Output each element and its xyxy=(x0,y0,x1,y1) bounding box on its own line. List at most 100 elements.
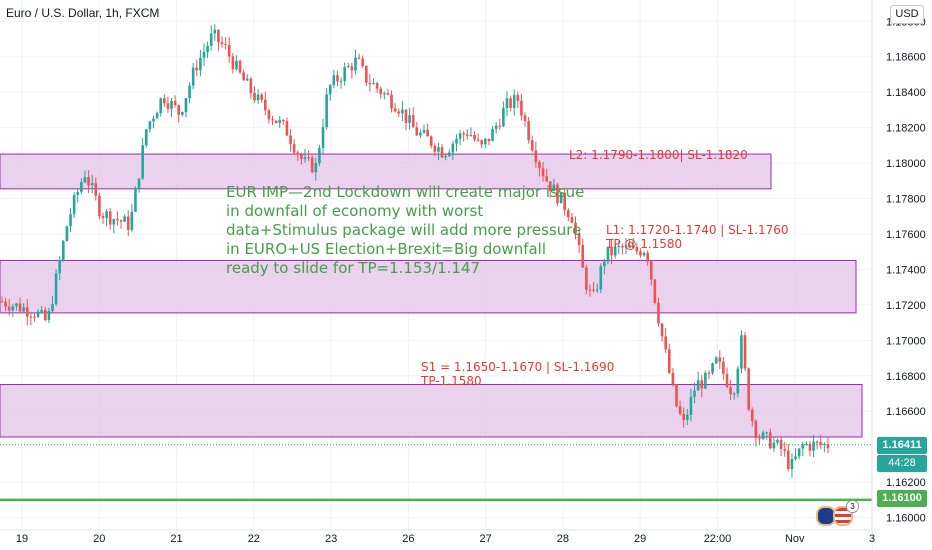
zones-layer xyxy=(0,153,863,438)
candle-body xyxy=(231,56,235,70)
candle-body xyxy=(502,108,505,127)
candle-body xyxy=(401,109,404,114)
candle-body xyxy=(195,67,199,71)
candle-body xyxy=(693,390,696,397)
events-badge[interactable]: 3 xyxy=(816,500,859,526)
candle-body xyxy=(566,210,570,218)
s1-tp-label: TP-1.1580 xyxy=(421,374,482,388)
candle-body xyxy=(761,432,765,440)
candle-body xyxy=(422,129,426,133)
time-axis[interactable]: 19 20 21 22 23 26 27 28 29 22:00 Nov 3 xyxy=(0,529,875,550)
candle-body xyxy=(242,72,245,81)
candle-body xyxy=(336,75,339,82)
candle-body xyxy=(675,384,678,407)
candle-body xyxy=(447,152,451,157)
candle-body xyxy=(4,301,7,307)
candle-body xyxy=(768,432,772,449)
price-tick-label: 1.17800 xyxy=(886,194,926,206)
candle-body xyxy=(772,442,776,449)
candle-body xyxy=(585,267,588,290)
l1-tp-label: TP @ 1.1580 xyxy=(606,237,683,251)
candle-body xyxy=(260,94,264,100)
candle-body xyxy=(819,441,823,445)
candle-body xyxy=(289,135,292,145)
candle-body xyxy=(69,214,72,227)
candle-body xyxy=(653,279,657,303)
candle-body xyxy=(509,98,512,108)
candle-body xyxy=(530,140,534,151)
candle-body xyxy=(541,168,545,177)
candle-body xyxy=(11,306,15,311)
candle-body xyxy=(444,156,447,158)
candle-body xyxy=(635,246,639,252)
candle-body xyxy=(202,51,206,58)
candle-body xyxy=(15,303,18,307)
events-count: 3 xyxy=(846,500,859,513)
candle-body xyxy=(433,145,437,152)
candle-body xyxy=(581,245,585,268)
candle-body xyxy=(159,98,163,114)
candle-body xyxy=(184,98,188,113)
candle-body xyxy=(718,357,722,362)
candle-body xyxy=(776,439,779,443)
candle-body xyxy=(559,192,563,204)
candle-body xyxy=(801,444,805,449)
candle-body xyxy=(112,219,116,225)
candle-body xyxy=(350,66,354,71)
candle-body xyxy=(282,120,285,122)
candle-body xyxy=(292,144,296,153)
candle-body xyxy=(732,393,736,395)
candle-body xyxy=(642,252,646,256)
candle-body xyxy=(181,112,184,115)
currency-button[interactable]: USD xyxy=(890,5,924,24)
candle-body xyxy=(274,120,278,124)
candle-body xyxy=(101,216,105,219)
candle-body xyxy=(631,246,635,248)
candle-body xyxy=(794,456,797,460)
zone-l2 xyxy=(0,153,772,190)
candle-body xyxy=(357,57,361,59)
current-price-label: 1.16411 xyxy=(877,437,927,454)
candle-body xyxy=(76,191,80,195)
candle-body xyxy=(108,211,112,225)
candle-body xyxy=(144,129,148,146)
candle-body xyxy=(383,93,386,95)
candle-body xyxy=(404,109,408,123)
candle-body xyxy=(285,121,289,136)
overlay-lines xyxy=(0,444,872,502)
candle-body xyxy=(476,139,480,141)
candle-body xyxy=(599,266,603,290)
candle-body xyxy=(686,414,689,420)
candle-body xyxy=(704,372,707,389)
candle-body xyxy=(65,226,69,242)
candle-body xyxy=(484,138,487,145)
candle-body xyxy=(130,211,134,230)
candle-body xyxy=(426,129,429,137)
candle-body xyxy=(307,157,310,159)
candle-body xyxy=(783,449,787,451)
candle-body xyxy=(386,93,390,95)
candle-body xyxy=(473,134,476,140)
candle-body xyxy=(621,246,624,248)
candle-body xyxy=(520,100,523,116)
candle-body xyxy=(610,246,613,256)
candle-body xyxy=(548,181,552,192)
candle-body xyxy=(657,302,660,324)
candle-body xyxy=(325,94,328,128)
price-tick-label: 1.16800 xyxy=(886,371,926,383)
candle-body xyxy=(372,83,375,85)
s1-label: S1 = 1.1650-1.1670 | SL-1.1690 xyxy=(421,360,615,374)
candle-body xyxy=(188,85,191,99)
candle-body xyxy=(743,335,747,369)
candle-body xyxy=(126,216,130,230)
candle-body xyxy=(649,261,653,280)
candle-body xyxy=(747,368,750,410)
candle-body xyxy=(163,98,166,104)
candle-body xyxy=(458,133,462,139)
candle-body xyxy=(523,115,527,122)
candle-body xyxy=(62,241,65,260)
candle-body xyxy=(689,396,693,415)
candle-body xyxy=(321,127,325,148)
bar-countdown: 44:28 xyxy=(877,455,927,472)
candle-body xyxy=(123,216,126,222)
